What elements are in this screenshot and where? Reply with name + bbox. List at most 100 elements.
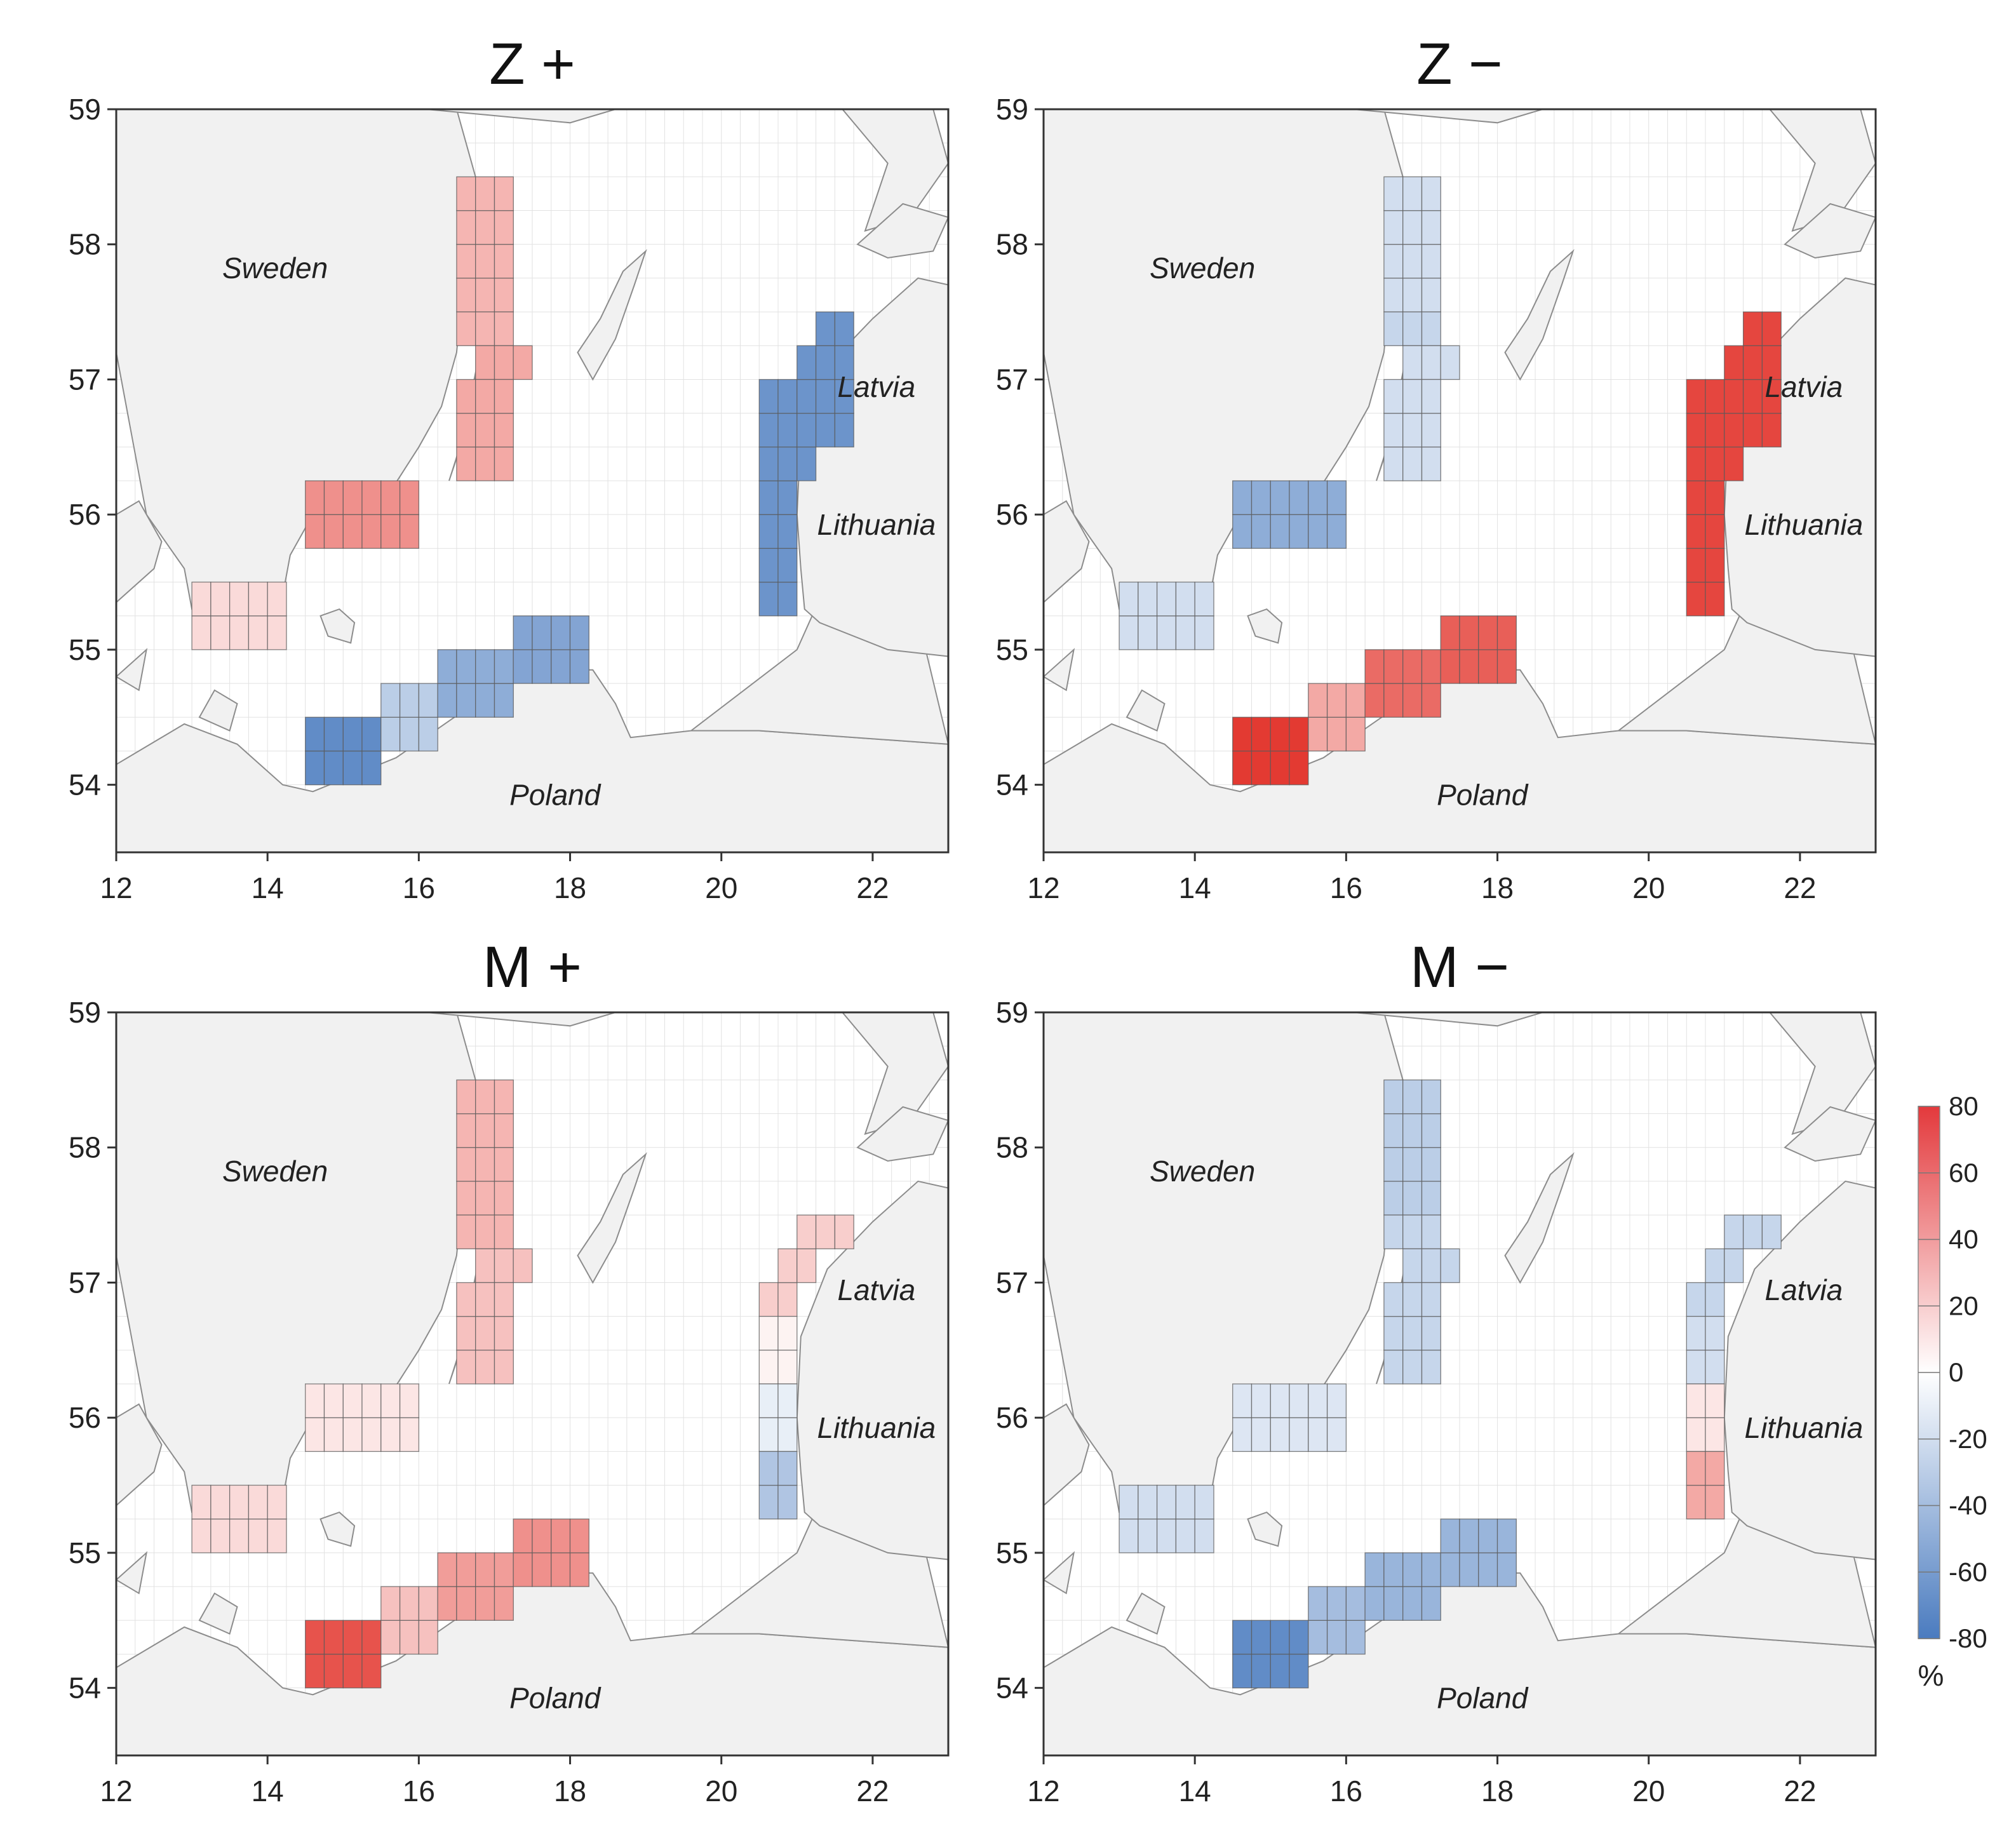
y-tick-label: 57 xyxy=(996,1266,1028,1299)
grid-cell-polish-east xyxy=(532,615,552,650)
grid-cell-hano xyxy=(1232,514,1253,549)
grid-cell-polish-west xyxy=(323,750,344,786)
grid-cell-sound xyxy=(1138,615,1158,650)
y-tick-label: 59 xyxy=(996,996,1028,1029)
country-label-poland: Poland xyxy=(509,1682,601,1715)
grid-cell-oland xyxy=(475,1248,495,1284)
country-label-poland: Poland xyxy=(1437,1682,1529,1715)
grid-cell-lithuania-latvia xyxy=(834,412,854,448)
grid-cell-lithuania-latvia xyxy=(796,345,817,380)
land-bornholm xyxy=(319,608,356,644)
grid-cell-lithuania-latvia xyxy=(815,311,836,346)
country-label-latvia: Latvia xyxy=(837,1273,915,1306)
y-tick-label: 57 xyxy=(996,363,1028,396)
grid-cell-lithuania-latvia-north xyxy=(777,1248,798,1284)
grid-cell-lithuania-latvia xyxy=(1686,446,1706,481)
grid-cell-west-coast-south xyxy=(494,311,514,346)
grid-cell-oland xyxy=(1402,379,1423,414)
grid-cell-hano xyxy=(323,514,344,549)
y-tick-label: 55 xyxy=(69,633,101,666)
grid-cell-west-coast-north xyxy=(1383,278,1404,312)
grid-cell-polish-east xyxy=(1496,1519,1517,1553)
grid-cell-polish-east xyxy=(551,615,571,650)
grid-cell-polish-mid xyxy=(1402,1552,1423,1587)
grid-cell-oland xyxy=(1421,412,1441,448)
grid-cell-polish-mid xyxy=(437,1552,457,1587)
grid-cell-sound xyxy=(191,581,212,617)
grid-cell-hano xyxy=(399,514,420,549)
grid-cell-polish-mid xyxy=(1364,649,1385,684)
grid-cell-polish-west-mid xyxy=(1345,1586,1366,1621)
grid-cell-polish-east xyxy=(569,1519,589,1553)
grid-cell-west-coast-north xyxy=(1383,176,1404,211)
country-label-sweden: Sweden xyxy=(222,252,328,285)
country-label-lithuania: Lithuania xyxy=(1745,508,1864,541)
grid-cell-west-coast-north xyxy=(475,210,495,245)
map-panel-z-plus: Sweden Latvia Lithuania Poland 12 14 16 18 20 22 5… xyxy=(69,32,950,904)
grid-cell-oland xyxy=(494,345,514,380)
grid-cell-polish-mid xyxy=(1383,649,1404,684)
grid-cell-lithuania-latvia xyxy=(758,581,779,617)
grid-cell-hano xyxy=(399,480,420,515)
y-tick-label: 58 xyxy=(69,228,101,261)
land-gotland xyxy=(1504,249,1575,381)
grid-cell-polish-mid xyxy=(1402,1586,1423,1621)
land-lolland xyxy=(1044,648,1075,692)
grid-cell-polish-mid xyxy=(475,683,495,718)
grid-cell-oland xyxy=(494,1350,514,1385)
grid-cell-lithuania-latvia xyxy=(777,514,798,549)
land-baltic_north xyxy=(426,1012,616,1027)
grid-cell-polish-east xyxy=(1496,649,1517,684)
panel-frame xyxy=(115,1011,950,1757)
grid-cell-lithuania-latvia xyxy=(1705,581,1725,617)
land-bornholm xyxy=(319,1511,356,1547)
grid-cell-sound xyxy=(1156,1519,1177,1553)
y-tick-label: 54 xyxy=(996,1672,1028,1705)
grid-cell-polish-west xyxy=(1270,1653,1290,1689)
grid-cell-polish-west xyxy=(305,716,325,752)
grid-cell-polish-west xyxy=(305,1653,325,1689)
grid-cell-polish-mid xyxy=(1364,1586,1385,1621)
land-rugen xyxy=(1126,689,1166,732)
grid-cell-lithuania-latvia xyxy=(1686,379,1706,414)
grid-cell-west-coast-north xyxy=(475,1181,495,1216)
grid-cell-polish-west xyxy=(323,716,344,752)
y-tick-label: 56 xyxy=(996,1401,1028,1434)
grid-cell-lithuania-latvia xyxy=(1761,412,1782,448)
x-tick-label: 16 xyxy=(403,871,435,904)
grid-cell-lithuania-latvia-north xyxy=(796,1248,817,1284)
grid-cell-lithuania-latvia xyxy=(796,446,817,481)
grid-cell-oland xyxy=(1402,1315,1423,1351)
grid-cell-oland xyxy=(456,1282,476,1317)
grid-cell-lithuania-latvia xyxy=(1686,547,1706,583)
colorbar: 80 60 40 20 0 -20 -40 -60 -80 % xyxy=(1918,1091,1987,1692)
land-poland_main xyxy=(116,669,948,852)
grid-cell-hano xyxy=(323,1417,344,1453)
grid-cell-polish-west xyxy=(1232,1653,1253,1689)
land-bornholm xyxy=(1247,1511,1283,1547)
grid-cell-sound xyxy=(267,1519,287,1553)
land-denmark xyxy=(116,1403,163,1506)
x-tick-label: 12 xyxy=(1027,871,1059,904)
y-tick-label: 58 xyxy=(69,1131,101,1164)
grid-cell-lithuania-latvia-mid xyxy=(1686,1315,1706,1351)
grid-cell-polish-east xyxy=(532,1519,552,1553)
grid-cell-hano xyxy=(1289,1383,1309,1418)
grid-cell-polish-mid xyxy=(1421,1586,1441,1621)
colorbar-tick-label: 0 xyxy=(1949,1357,1963,1387)
grid-cell-west-coast-north xyxy=(494,1181,514,1216)
grid-cell-lithuania-latvia-south xyxy=(1705,1451,1725,1486)
country-label-lithuania: Lithuania xyxy=(1745,1411,1864,1444)
grid-cell-lithuania-latvia-mid xyxy=(777,1315,798,1351)
country-label-poland: Poland xyxy=(1437,779,1529,812)
grid-cell-hano xyxy=(305,1417,325,1453)
grid-cell-west-coast-north xyxy=(1421,1147,1441,1182)
grid-cell-lithuania-latvia-north xyxy=(834,1214,854,1249)
grid-cell-west-coast-north xyxy=(494,1079,514,1115)
grid-cell-west-coast-north xyxy=(456,1113,476,1148)
land-latvia_lith xyxy=(1723,1180,1876,1560)
grid-cell-sound xyxy=(267,1484,287,1520)
grid-cell-polish-west xyxy=(361,1653,382,1689)
grid-cell-polish-mid xyxy=(494,683,514,718)
colorbar-tick-label: 40 xyxy=(1949,1224,1979,1254)
